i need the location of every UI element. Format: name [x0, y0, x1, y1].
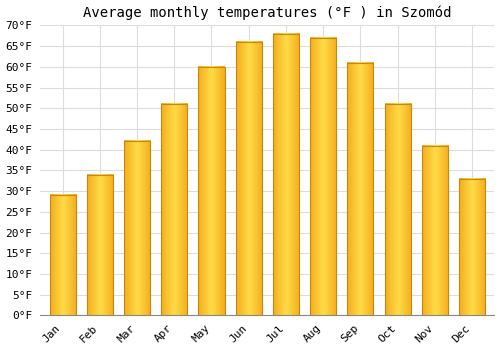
Bar [310, 38, 336, 315]
Bar [348, 63, 374, 315]
Bar [161, 104, 188, 315]
Bar [273, 34, 299, 315]
Title: Average monthly temperatures (°F ) in Szomód: Average monthly temperatures (°F ) in Sz… [83, 6, 452, 20]
Bar [86, 175, 113, 315]
Bar [384, 104, 410, 315]
Bar [459, 179, 485, 315]
Bar [422, 146, 448, 315]
Bar [236, 42, 262, 315]
Bar [198, 67, 224, 315]
Bar [124, 141, 150, 315]
Bar [50, 195, 76, 315]
